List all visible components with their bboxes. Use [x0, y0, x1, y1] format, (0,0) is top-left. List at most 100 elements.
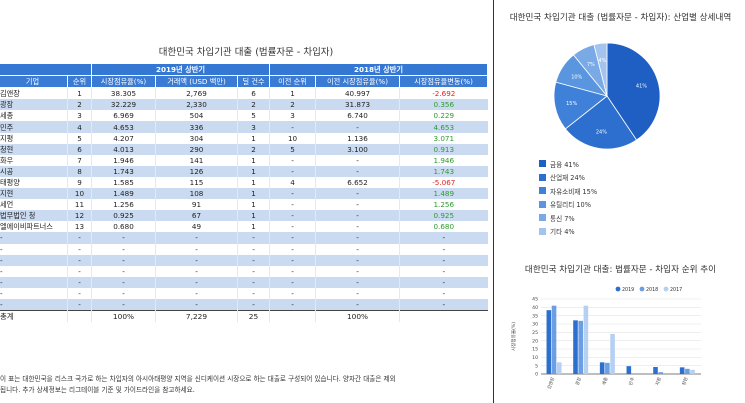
table-cell: -2.692 — [399, 87, 488, 100]
table-row: -------- — [0, 243, 488, 255]
ranking-trend-bar-chart: 2019 2018 2017 0 5 10 15 20 25 30 35 40 45 시장점유율(%) 김앤… — [510, 286, 701, 390]
table-cell: 1 — [236, 165, 270, 177]
table-cell: 엘에이비파트너스 — [0, 221, 68, 233]
table-cell: 1 — [236, 176, 270, 189]
table-cell: - — [315, 121, 400, 133]
header-group-2019: 2019년 상반기 — [90, 62, 271, 77]
table-cell: - — [0, 298, 68, 311]
bar-legend-marker — [663, 286, 669, 292]
y-tick-label: 0 — [535, 372, 538, 378]
x-tick-label: 민주 — [627, 376, 636, 386]
table-cell: 0.925 — [399, 210, 488, 222]
table-cell: 2,330 — [155, 99, 238, 111]
table-cell: - — [315, 199, 400, 211]
x-tick-label: 지평 — [654, 376, 663, 386]
column-header: 시장점유율(%) — [91, 75, 156, 89]
table-cell: - — [91, 232, 156, 244]
header-blank — [0, 62, 92, 77]
legend-swatch — [539, 214, 546, 222]
total-row: 총계 100% 7,229 25 100% — [0, 310, 488, 323]
table-cell: 0.680 — [91, 221, 156, 233]
pie-slice-label: 10% — [571, 74, 582, 80]
table-cell: 3.100 — [315, 143, 400, 155]
table-cell: - — [269, 287, 316, 299]
table-cell: 1.256 — [399, 199, 488, 211]
table-cell: 32.229 — [91, 99, 156, 111]
pie-slice — [606, 42, 661, 141]
legend-item: 기타 4% — [539, 225, 597, 239]
x-tick-label: 김앤장 — [545, 376, 556, 390]
table-cell: - — [236, 276, 270, 288]
total-cell — [269, 310, 316, 323]
table-cell: 3 — [67, 110, 92, 122]
table-row: -------- — [0, 232, 488, 244]
pie-slice — [564, 95, 638, 150]
table-cell: 49 — [155, 221, 238, 233]
bar — [610, 334, 615, 374]
y-tick-label: 30 — [532, 322, 538, 328]
table-cell: 1 — [67, 87, 92, 100]
table-cell: 4.653 — [91, 121, 156, 133]
bar — [653, 367, 658, 374]
table-row: -------- — [0, 254, 488, 266]
table-cell: - — [269, 188, 316, 200]
table-cell: 1.743 — [91, 165, 156, 177]
table-cell: 1.946 — [399, 154, 488, 166]
table-cell: 1.489 — [91, 188, 156, 200]
legend-label: 유틸리티 10% — [550, 201, 592, 210]
bar-legend-label: 2019 — [622, 287, 634, 293]
legend-label: 금융 41% — [550, 160, 579, 169]
table-cell: - — [67, 276, 92, 288]
pie-slice-label: 41% — [636, 84, 647, 90]
legend-label: 산업재 24% — [550, 174, 585, 183]
column-header: 거래액 (USD 백만) — [155, 75, 238, 89]
column-header: 딜 건수 — [236, 75, 271, 89]
legend-item: 금융 41% — [539, 157, 597, 171]
total-cell: 7,229 — [155, 310, 238, 323]
table-cell: - — [269, 298, 316, 311]
table-row: 태평양 9 1.585 115 1 4 6.652 -5.067 — [0, 176, 488, 189]
table-cell: 91 — [155, 199, 238, 211]
table-row: 김앤장 1 38.305 2,769 6 1 40.997 -2.692 — [0, 87, 488, 100]
table-cell: - — [269, 243, 316, 255]
table-cell: 13 — [67, 221, 92, 233]
table-cell: 0.925 — [91, 210, 156, 222]
table-cell: - — [269, 210, 316, 222]
table-cell: 6.652 — [315, 176, 400, 189]
bar — [556, 362, 562, 374]
table-cell: 1.256 — [91, 199, 156, 211]
table-row: 지평 5 4.207 304 1 10 1.136 3.071 — [0, 132, 488, 144]
bar — [599, 362, 605, 374]
legend-label: 자유소비재 15% — [550, 187, 598, 196]
table-cell: 0.913 — [399, 143, 488, 155]
table-cell: - — [155, 243, 238, 255]
pie-slice-label: 7% — [587, 62, 595, 68]
table-row: 지현 10 1.489 108 1- -1.489 — [0, 188, 488, 200]
legend-item: 유틸리티 10% — [539, 198, 597, 212]
table-cell: - — [269, 221, 316, 233]
table-cell: 11 — [67, 199, 92, 211]
table-cell: - — [399, 265, 488, 277]
table-cell: 126 — [155, 165, 238, 177]
table-row: -------- — [0, 287, 488, 299]
table-cell: 청현 — [0, 143, 68, 155]
bar — [551, 305, 557, 374]
table-cell: 38.305 — [91, 87, 156, 100]
table-cell: 2 — [236, 99, 270, 111]
table-cell: 115 — [155, 176, 238, 189]
legend-item: 산업재 24% — [539, 171, 597, 185]
table-cell: - — [236, 265, 270, 277]
table-cell: - — [0, 243, 68, 255]
table-cell: 40.997 — [315, 87, 400, 100]
table-title: 대한민국 차입기관 대출 (법률자문 - 차입자) — [158, 47, 334, 58]
total-cell: 100% — [315, 310, 400, 323]
table-cell: 2 — [236, 143, 270, 155]
table-footnote: 이 표는 대한민국을 리스크 국가로 하는 차입자의 아시아태평양 지역을 신디… — [0, 374, 490, 396]
pie-slice — [553, 81, 608, 130]
bar — [626, 366, 632, 374]
legend-item: 통신 7% — [539, 211, 597, 225]
bar-chart-title: 대한민국 차입기관 대출: 법률자문 - 차입자 순위 추이 — [524, 265, 717, 275]
table-cell: - — [399, 232, 488, 244]
y-tick-label: 10 — [532, 355, 538, 361]
table-cell: 31.873 — [315, 99, 400, 111]
